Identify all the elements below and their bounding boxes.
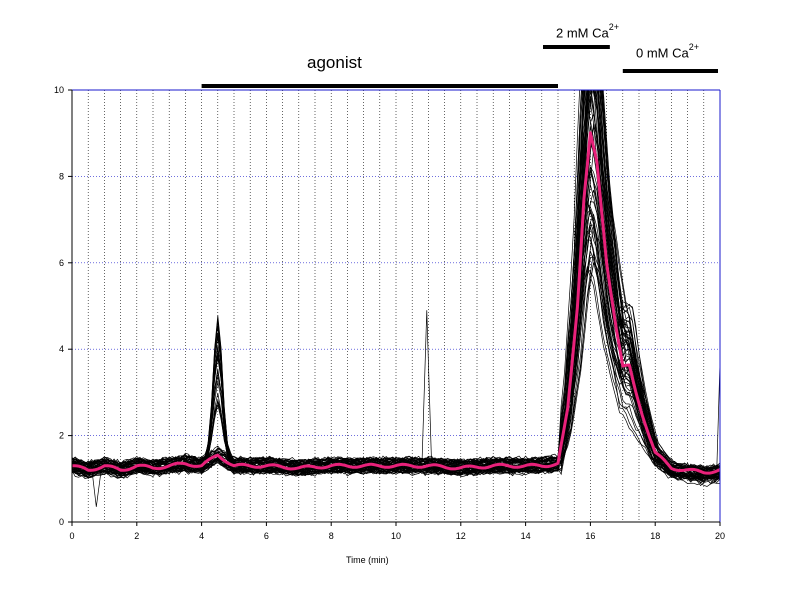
x-tick-label: 2 <box>134 531 139 541</box>
ca2-annotation: 2 mM Ca2+ <box>556 22 619 41</box>
cell-trace <box>72 113 720 471</box>
plot-frame <box>68 89 721 526</box>
y-tick-label: 6 <box>59 258 64 268</box>
tick-labels: 0 2 4 6 8 10 12 14 16 18 20 0 2 4 6 8 10 <box>54 85 725 541</box>
y-tick-label: 2 <box>59 431 64 441</box>
cell-trace <box>72 250 720 480</box>
cell-trace <box>72 221 720 473</box>
cell-trace <box>72 94 720 484</box>
y-tick-label: 8 <box>59 171 64 181</box>
x-axis-label: Time (min) <box>346 555 389 565</box>
cell-trace-spike <box>421 310 432 466</box>
y-tick-label: 0 <box>59 517 64 527</box>
mean-trace <box>72 131 721 475</box>
x-tick-label: 12 <box>456 531 466 541</box>
cell-trace <box>72 90 720 474</box>
x-tick-label: 6 <box>264 531 269 541</box>
cell-trace <box>72 90 720 472</box>
y-tick-label: 4 <box>59 344 64 354</box>
x-tick-label: 4 <box>199 531 204 541</box>
cell-trace <box>72 148 720 484</box>
annotation-bars <box>201 45 718 88</box>
cell-trace <box>72 239 720 476</box>
cell-trace-dip <box>91 465 102 507</box>
traces <box>72 90 720 507</box>
x-tick-label: 20 <box>715 531 725 541</box>
x-tick-label: 18 <box>650 531 660 541</box>
ca0-annotation: 0 mM Ca2+ <box>636 42 699 61</box>
mean-trace-group <box>72 131 721 475</box>
x-tick-label: 14 <box>521 531 531 541</box>
x-tick-label: 10 <box>391 531 401 541</box>
cell-trace <box>72 90 720 473</box>
cell-trace <box>72 224 720 470</box>
x-tick-label: 8 <box>329 531 334 541</box>
y-tick-label: 10 <box>54 85 64 95</box>
agonist-annotation: agonist <box>307 53 362 72</box>
cell-trace <box>72 226 720 477</box>
cell-trace-end-spike <box>716 362 720 471</box>
cell-trace <box>72 208 720 470</box>
cell-trace <box>72 165 720 478</box>
cell-trace <box>72 170 720 481</box>
cell-trace <box>72 90 720 487</box>
x-tick-label: 0 <box>69 531 74 541</box>
x-tick-label: 16 <box>585 531 595 541</box>
